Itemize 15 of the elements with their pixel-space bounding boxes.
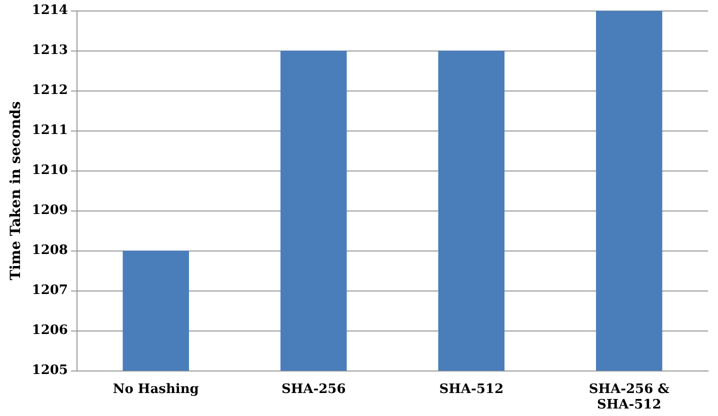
y-tick-label: 1213: [32, 43, 68, 58]
y-tick-label: 1212: [32, 83, 68, 98]
y-axis-title: Time Taken in seconds: [8, 101, 24, 280]
y-tick-label: 1210: [32, 163, 68, 178]
x-tick-label: No Hashing: [112, 382, 199, 397]
y-tick-label: 1211: [32, 123, 68, 138]
y-tick-label: 1207: [32, 283, 68, 298]
x-tick-label: SHA-512: [439, 382, 504, 397]
y-tick-label: 1209: [32, 203, 68, 218]
y-tick-label: 1205: [32, 363, 68, 378]
y-tick-label: 1214: [32, 3, 68, 18]
y-tick-label: 1208: [32, 243, 68, 258]
x-tick-label: SHA-256 & SHA-512: [588, 382, 670, 413]
x-tick-label: SHA-256: [281, 382, 346, 397]
y-tick-label: 1206: [32, 323, 68, 338]
